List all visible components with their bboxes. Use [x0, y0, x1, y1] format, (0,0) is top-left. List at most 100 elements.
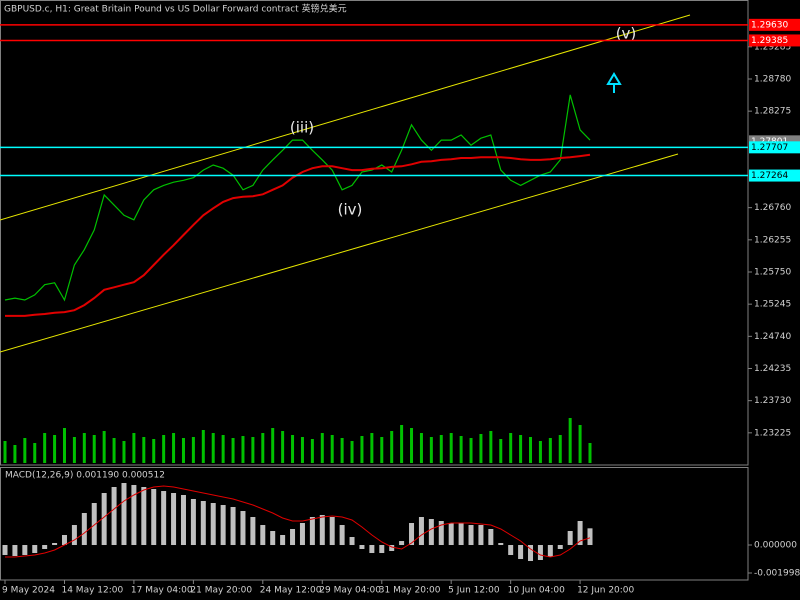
volume-bar — [231, 438, 235, 463]
price-level-label: 1.27264 — [751, 171, 788, 181]
histogram-bar — [379, 545, 385, 554]
x-tick-label: 31 May 20:00 — [379, 586, 441, 596]
histogram-bar — [458, 523, 464, 546]
volume-bar — [479, 434, 483, 463]
volume-bar — [459, 436, 463, 463]
volume-bar — [53, 435, 57, 463]
histogram-bar — [260, 525, 266, 546]
y-tick-label: 1.29285 — [754, 42, 791, 52]
histogram-bar — [290, 529, 296, 546]
histogram-bar — [240, 511, 246, 546]
volume-bar — [291, 435, 295, 463]
histogram-bar — [101, 492, 107, 546]
histogram-bar — [478, 525, 484, 546]
histogram-bar — [210, 503, 216, 546]
histogram-bar — [42, 545, 48, 549]
volume-bar — [62, 428, 66, 463]
volume-bar — [439, 435, 443, 463]
volume-bar — [300, 437, 304, 463]
volume-bar — [172, 433, 176, 463]
volume-bar — [241, 436, 245, 463]
volume-bar — [400, 425, 404, 463]
x-tick-label: 14 May 12:00 — [61, 586, 123, 596]
histogram-bar — [369, 545, 375, 554]
x-tick-label: 21 May 20:00 — [190, 586, 252, 596]
histogram-bar — [438, 520, 444, 546]
y-tick-label: 1.24235 — [754, 364, 791, 374]
volume-bar — [102, 431, 106, 463]
volume-bar — [3, 441, 7, 463]
histogram-bar — [528, 545, 534, 562]
volume-bar — [350, 441, 354, 463]
wave-label: (iii) — [290, 119, 314, 137]
histogram-bar — [498, 543, 504, 546]
volume-bar — [201, 430, 205, 463]
histogram-bar — [309, 517, 315, 546]
histogram-bar — [409, 523, 415, 546]
volume-bar — [509, 433, 513, 463]
price-level-tag — [749, 34, 800, 47]
histogram-bar — [488, 529, 494, 546]
volume-bar — [519, 435, 523, 463]
price-level-tag — [749, 169, 800, 182]
histogram-bar — [299, 523, 305, 546]
volume-bar — [340, 438, 344, 463]
channel-upper — [0, 14, 691, 221]
volume-bar — [43, 433, 47, 463]
volume-bar — [221, 435, 225, 463]
volume-bar — [380, 437, 384, 463]
volume-bar — [419, 433, 423, 463]
volume-bar — [469, 438, 473, 463]
x-tick-label: 10 Jun 04:00 — [508, 586, 565, 596]
histogram-bar — [52, 543, 58, 546]
histogram-bar — [220, 505, 226, 546]
volume-bar — [191, 437, 195, 463]
volume-bar — [320, 433, 324, 463]
histogram-bar — [508, 545, 514, 556]
wave-label: (v) — [616, 25, 637, 43]
y-tick-label: 1.24740 — [754, 332, 791, 342]
volume-bar — [72, 437, 76, 463]
volume-bar — [578, 425, 582, 463]
y-tick-label: 0.000000 — [754, 541, 797, 551]
volume-bar — [588, 443, 592, 463]
histogram-bar — [567, 531, 573, 546]
histogram-bar — [339, 525, 345, 546]
histogram-bar — [280, 534, 286, 546]
y-tick-label: 1.28780 — [754, 74, 791, 84]
histogram-bar — [141, 486, 147, 546]
volume-bar — [152, 439, 156, 463]
histogram-bar — [81, 512, 87, 546]
volume-bar — [281, 431, 285, 463]
volume-bar — [310, 439, 314, 463]
volume-bar — [538, 441, 542, 463]
y-tick-label: 1.23225 — [754, 428, 791, 438]
volume-bar — [181, 438, 185, 463]
chart-title: GBPUSD.c, H1: Great Britain Pound vs US … — [4, 3, 347, 15]
y-tick-label: 1.25750 — [754, 267, 791, 277]
volume-bar — [429, 437, 433, 463]
volume-bar — [92, 435, 96, 463]
price-level-label: 1.29630 — [751, 20, 788, 30]
y-tick-label: 1.28275 — [754, 107, 791, 117]
histogram-bar — [22, 545, 28, 556]
volume-bar — [82, 433, 86, 463]
x-tick-label: 5 Jun 12:00 — [448, 586, 500, 596]
volume-bar — [13, 445, 17, 463]
histogram-bar — [161, 491, 167, 546]
volume-bar — [449, 433, 453, 463]
main-panel-frame — [0, 0, 749, 466]
histogram-bar — [518, 545, 524, 560]
price-level-tag — [749, 141, 800, 154]
histogram-bar — [111, 486, 117, 546]
histogram-bar — [537, 545, 543, 561]
volume-bar — [499, 439, 503, 463]
y-tick-label: -0.001998 — [754, 569, 800, 579]
price-level-tag — [749, 18, 800, 31]
histogram-bar — [171, 492, 177, 546]
histogram-bar — [319, 515, 325, 546]
volume-bar — [251, 437, 255, 463]
volume-bar — [142, 437, 146, 463]
volume-bar — [568, 418, 572, 463]
x-tick-label: 9 May 2024 — [2, 586, 55, 596]
